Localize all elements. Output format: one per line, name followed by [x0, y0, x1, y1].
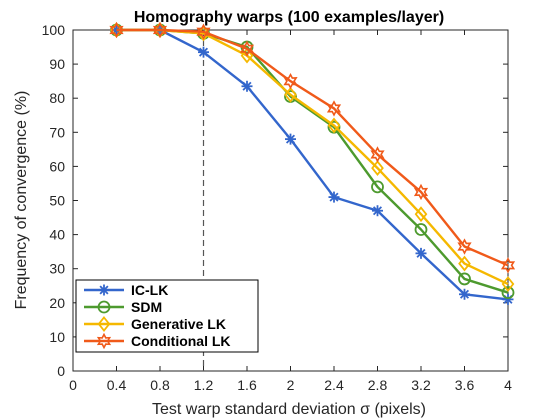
series-line: [116, 28, 509, 301]
data-point: [414, 223, 428, 236]
y-axis-label: Frequency of convergence (%): [13, 91, 30, 310]
series-sdm: [110, 23, 515, 299]
series-ic-lk: [111, 24, 514, 305]
series-group: [109, 21, 516, 305]
legend-marker: [97, 300, 111, 314]
legend-label: SDM: [131, 299, 162, 315]
data-point: [500, 257, 516, 274]
y-tick-label: 50: [49, 193, 65, 209]
data-point: [501, 276, 515, 292]
legend-label: Generative LK: [131, 316, 226, 332]
legend-marker: [98, 284, 110, 296]
series-line: [116, 28, 509, 267]
x-tick-label: 0.8: [150, 377, 170, 393]
data-point: [196, 23, 211, 40]
data-point: [152, 21, 168, 39]
axes: 0 0.4 0.8 1.2 1.6 2 2.4 2.8 3.2 3.6 40102030405060…: [42, 22, 512, 393]
data-point: [501, 286, 515, 299]
data-point: [198, 46, 209, 58]
y-tick-label: 80: [49, 90, 65, 106]
x-tick-label: 1.2: [194, 377, 214, 393]
data-point: [328, 191, 340, 203]
x-tick-label: 3.2: [411, 377, 431, 393]
data-point: [415, 247, 427, 259]
series-line: [116, 28, 509, 294]
data-point: [371, 180, 384, 194]
x-tick-label: 0: [69, 377, 77, 393]
data-point: [283, 72, 298, 90]
data-point: [109, 21, 124, 39]
y-tick-label: 100: [42, 22, 66, 38]
data-point: [457, 238, 472, 255]
y-tick-label: 30: [49, 261, 65, 277]
x-tick-label: 0.4: [107, 377, 127, 393]
data-point: [413, 183, 429, 201]
data-point: [459, 288, 470, 300]
y-tick-label: 60: [49, 158, 65, 174]
x-tick-label: 2.4: [324, 377, 344, 393]
legend-marker: [96, 332, 112, 350]
data-point: [458, 255, 471, 272]
y-tick-label: 40: [49, 227, 65, 243]
x-tick-label: 2.8: [368, 377, 388, 393]
legend-label: Conditional LK: [131, 333, 231, 349]
legend-label: IC-LK: [131, 282, 168, 298]
x-tick-label: 3.6: [455, 377, 475, 393]
data-point: [370, 146, 385, 163]
x-axis-label: Test warp standard deviation σ (pixels): [152, 401, 426, 418]
data-point: [240, 47, 254, 64]
y-tick-label: 10: [49, 329, 65, 345]
legend-marker: [97, 316, 111, 332]
y-tick-label: 70: [49, 124, 65, 140]
data-point: [285, 133, 296, 145]
data-point: [241, 80, 253, 92]
data-point: [327, 117, 341, 134]
series-generative-lk: [110, 22, 515, 292]
series-line: [116, 28, 509, 286]
data-point: [372, 205, 383, 217]
data-point: [284, 86, 297, 103]
data-point: [239, 40, 255, 57]
y-tick-label: 0: [57, 363, 65, 379]
x-tick-label: 1.6: [237, 377, 257, 393]
x-tick-label: 4: [504, 377, 512, 393]
data-point: [458, 272, 471, 286]
y-tick-label: 20: [49, 295, 65, 311]
chart-title: Homography warps (100 examples/layer): [134, 9, 444, 26]
series-conditional-lk: [109, 21, 516, 274]
y-tick-label: 90: [49, 56, 65, 72]
x-tick-label: 2: [287, 377, 295, 393]
data-point: [326, 100, 342, 117]
data-point: [414, 206, 428, 223]
data-point: [371, 160, 384, 177]
